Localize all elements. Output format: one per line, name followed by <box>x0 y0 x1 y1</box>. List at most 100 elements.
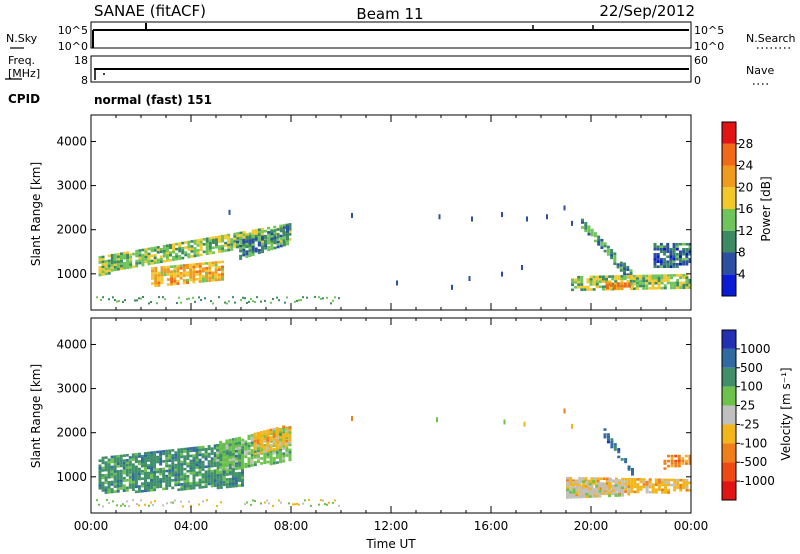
echo-cell <box>588 482 592 486</box>
echo-cell <box>207 465 211 468</box>
echo-cell <box>659 265 663 269</box>
echo-point <box>451 284 453 290</box>
echo-cell <box>621 491 624 495</box>
echo-cell <box>286 235 289 238</box>
echo-cell <box>275 427 279 430</box>
echo-cell <box>225 462 229 465</box>
echo-cell <box>119 462 123 465</box>
echo-cell <box>259 443 263 447</box>
echo-cell <box>591 495 595 498</box>
echo-cell <box>183 487 187 491</box>
echo-cell <box>104 270 108 273</box>
power-colorbar-swatch <box>722 230 736 253</box>
echo-cell <box>162 249 166 253</box>
echo-cell <box>186 449 190 453</box>
ground-scatter <box>224 301 226 304</box>
echo-cell <box>263 461 267 465</box>
ground-scatter <box>148 504 150 507</box>
echo-cell <box>116 262 120 266</box>
echo-cell <box>170 280 174 284</box>
echo-cell <box>225 464 229 468</box>
ground-scatter <box>200 298 202 301</box>
echo-cell <box>260 230 264 233</box>
echo-cell <box>175 247 179 251</box>
echo-cell <box>666 276 670 280</box>
velocity-colorbar-swatch <box>722 348 736 368</box>
echo-cell <box>150 478 154 482</box>
echo-cell <box>210 479 214 483</box>
echo-cell <box>207 470 211 473</box>
echo-cell <box>260 449 264 453</box>
echo-cell <box>125 459 129 462</box>
echo-cell <box>673 281 677 285</box>
echo-cell <box>151 269 154 273</box>
echo-cell <box>201 475 205 479</box>
echo-cell <box>626 279 630 283</box>
echo-cell <box>285 451 289 455</box>
echo-cell <box>195 461 199 465</box>
echo-cell <box>676 286 680 290</box>
echo-point <box>546 214 548 220</box>
echo-cell <box>596 482 600 485</box>
echo-cell <box>141 258 145 262</box>
ground-scatter <box>178 296 180 299</box>
echo-cell <box>231 480 235 483</box>
echo-cell <box>288 436 292 439</box>
echo-cell <box>269 446 273 449</box>
ground-scatter <box>154 500 156 503</box>
echo-cell <box>571 281 574 284</box>
echo-cell <box>664 478 667 482</box>
echo-cell <box>288 441 292 444</box>
echo-cell <box>636 490 640 494</box>
echo-cell <box>263 447 267 451</box>
echo-cell <box>623 267 627 271</box>
echo-cell <box>259 433 263 437</box>
echo-cell <box>245 235 249 239</box>
echo-cell <box>620 287 624 290</box>
echo-cell <box>611 277 615 281</box>
echo-cell <box>104 478 108 482</box>
echo-cell <box>664 486 667 489</box>
echo-cell <box>566 496 569 499</box>
echo-cell <box>266 455 270 459</box>
power-colorbar-swatch <box>722 209 736 231</box>
echo-cell <box>174 466 178 469</box>
echo-cell <box>244 450 248 454</box>
echo-cell <box>147 484 151 487</box>
echo-cell <box>588 492 592 496</box>
echo-cell <box>578 490 582 494</box>
echo-cell <box>651 284 655 288</box>
echo-cell <box>669 250 673 254</box>
echo-cell <box>282 447 286 451</box>
echo-cell <box>675 262 679 266</box>
echo-cell <box>174 483 178 487</box>
echo-cell <box>603 244 607 248</box>
echo-cell <box>119 474 123 478</box>
echo-cell <box>627 487 631 491</box>
echo-cell <box>596 487 600 490</box>
echo-cell <box>613 448 617 451</box>
ground-scatter <box>158 296 160 299</box>
echo-cell <box>623 282 627 285</box>
echo-cell <box>134 458 138 461</box>
echo-cell <box>672 250 676 254</box>
echo-cell <box>651 274 655 278</box>
echo-cell <box>575 495 579 499</box>
ground-scatter <box>296 502 298 505</box>
echo-cell <box>201 279 205 283</box>
echo-cell <box>588 495 592 498</box>
echo-cell <box>189 487 193 490</box>
echo-cell <box>110 266 114 270</box>
echo-cell <box>659 257 663 261</box>
echo-cell <box>211 238 215 242</box>
echo-cell <box>204 485 208 489</box>
echo-cell <box>269 438 273 442</box>
echo-cell <box>688 462 692 465</box>
echo-cell <box>153 476 157 479</box>
echo-cell <box>601 487 605 490</box>
echo-cell <box>128 478 132 482</box>
echo-cell <box>259 446 263 449</box>
echo-cell <box>616 265 620 269</box>
echo-cell <box>184 251 188 254</box>
echo-cell <box>225 454 229 458</box>
